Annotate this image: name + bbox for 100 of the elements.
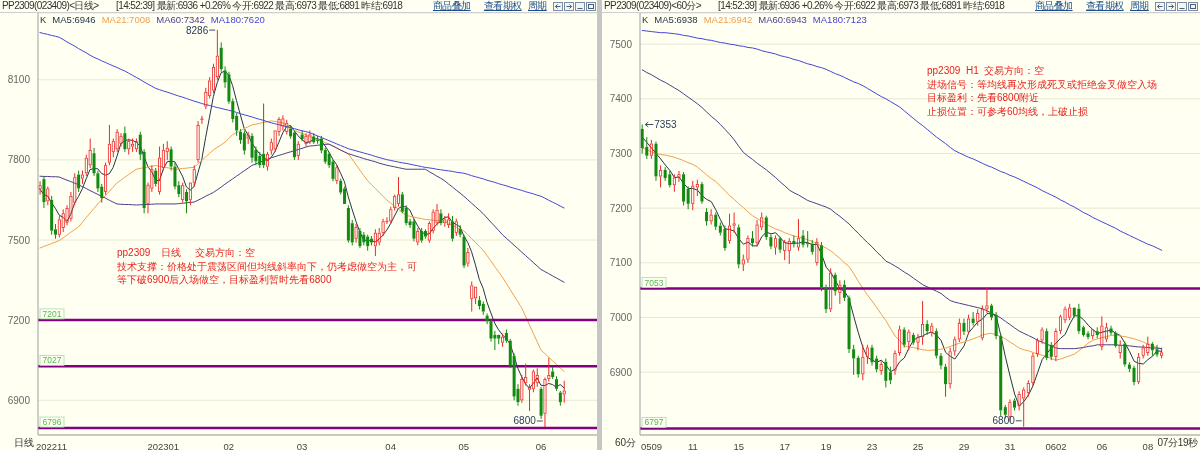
x-tick-label: 02 [223, 440, 235, 450]
x-tick-label: 25 [912, 440, 924, 450]
candlestick [1155, 344, 1159, 358]
x-tick-label: 19 [820, 440, 832, 450]
candlestick [250, 132, 254, 164]
candlestick [893, 349, 897, 376]
candlestick [962, 318, 966, 336]
x-tick-label: 11 [687, 440, 698, 450]
line-series [39, 32, 565, 209]
candlestick [1017, 390, 1021, 411]
y-tick-label: 7800 [7, 154, 31, 166]
x-tick-label: 31 [1004, 440, 1016, 450]
text: MA21:7008 [101, 14, 151, 25]
x-tick-label: 202211 [35, 440, 67, 450]
candlestick [994, 311, 998, 340]
candlestick [354, 223, 358, 244]
candlestick [335, 164, 339, 185]
text: 商品叠加 [1035, 0, 1073, 12]
x-tick-label: 23 [866, 440, 878, 450]
x-tick-label: 06 [535, 440, 547, 450]
candlestick [944, 363, 948, 398]
candlestick [879, 360, 883, 376]
candlestick [262, 103, 266, 169]
candlestick [668, 170, 672, 188]
legend-title: K [642, 14, 649, 25]
x-tick-label: 17 [779, 440, 791, 450]
candlestick [1123, 341, 1127, 368]
text: MA60:7342 [156, 14, 205, 25]
candlestick [196, 120, 200, 164]
annotation: 等下破6900后入场做空，目标盈利暂时先看6800 [117, 273, 333, 287]
candlestick [659, 165, 663, 188]
candlestick [778, 236, 782, 254]
candlestick [801, 229, 805, 249]
text: MA21:6942 [703, 14, 753, 25]
candlestick [1100, 315, 1104, 351]
x-tick-label: 202301 [147, 440, 180, 450]
candlestick [870, 344, 874, 367]
y-tick-label: 7000 [609, 312, 633, 324]
candlestick [714, 212, 718, 231]
candlestick [481, 300, 485, 316]
candlestick [746, 234, 750, 264]
chart-title: PP2309(023409)<60分> [604, 0, 702, 12]
candlestick [373, 228, 377, 257]
line-series [641, 29, 1163, 251]
candlestick [911, 332, 915, 346]
x-tick-label: 04 [385, 440, 396, 450]
y-tick-label: 7400 [609, 93, 633, 105]
y-tick-label: 7200 [7, 314, 31, 326]
candlestick [154, 167, 158, 188]
y-tick-label: 7100 [609, 257, 633, 269]
candlestick [819, 241, 823, 292]
candlestick [543, 377, 547, 428]
candlestick [810, 239, 814, 256]
candlestick [654, 140, 658, 182]
candlestick [61, 208, 65, 233]
candlestick [1086, 330, 1090, 340]
text: 周期 [1130, 0, 1149, 12]
candlestick [916, 333, 920, 351]
candlestick [281, 114, 285, 132]
candlestick [640, 124, 644, 154]
candlestick [304, 132, 308, 148]
text: MA5:6938 [654, 14, 698, 25]
y-tick-label: 7200 [609, 202, 633, 214]
candlestick [769, 233, 773, 250]
text: 查看期权 [1086, 0, 1124, 12]
candlestick [709, 208, 713, 226]
chart-subtitle: [14:52:39] 最新:6936 +0.26% 今开:6922 最高:6973 最低:6891 昨结:6918 [116, 0, 403, 12]
candlestick [1109, 325, 1113, 336]
candlestick [115, 128, 119, 153]
y-tick-label: 7500 [7, 234, 31, 246]
annotation: pp2309 H1 交易方向：空 [927, 64, 1046, 78]
candlestick [677, 170, 681, 183]
candlestick [462, 234, 466, 269]
y-tick-label: 6900 [609, 366, 633, 378]
candlestick [971, 311, 975, 327]
candlestick [925, 319, 929, 336]
candlestick [358, 227, 362, 249]
candlestick [783, 239, 787, 261]
candlestick [796, 218, 800, 252]
candlestick [1095, 326, 1099, 339]
candlestick [1118, 339, 1122, 359]
text: MA5:6946 [52, 14, 96, 25]
candlestick [806, 230, 810, 249]
candlestick [888, 366, 892, 385]
candlestick [686, 185, 690, 210]
candlestick [1031, 352, 1035, 387]
y-tick-label: 7500 [609, 38, 633, 50]
text: 查看期权 [484, 0, 522, 12]
candlestick [443, 215, 447, 228]
candlestick [200, 115, 204, 125]
x-tick-label: 05 [458, 440, 470, 450]
ref-line-label: 7027 [42, 355, 62, 366]
candlestick [470, 280, 474, 313]
x-tick-label: 29 [958, 440, 970, 450]
ref-line-label: 6797 [644, 417, 664, 428]
candlestick [489, 318, 493, 343]
text: MA180:7620 [210, 14, 265, 25]
text: 07分19秒 [1157, 437, 1198, 449]
candlestick [838, 279, 842, 305]
candlestick [700, 181, 704, 205]
